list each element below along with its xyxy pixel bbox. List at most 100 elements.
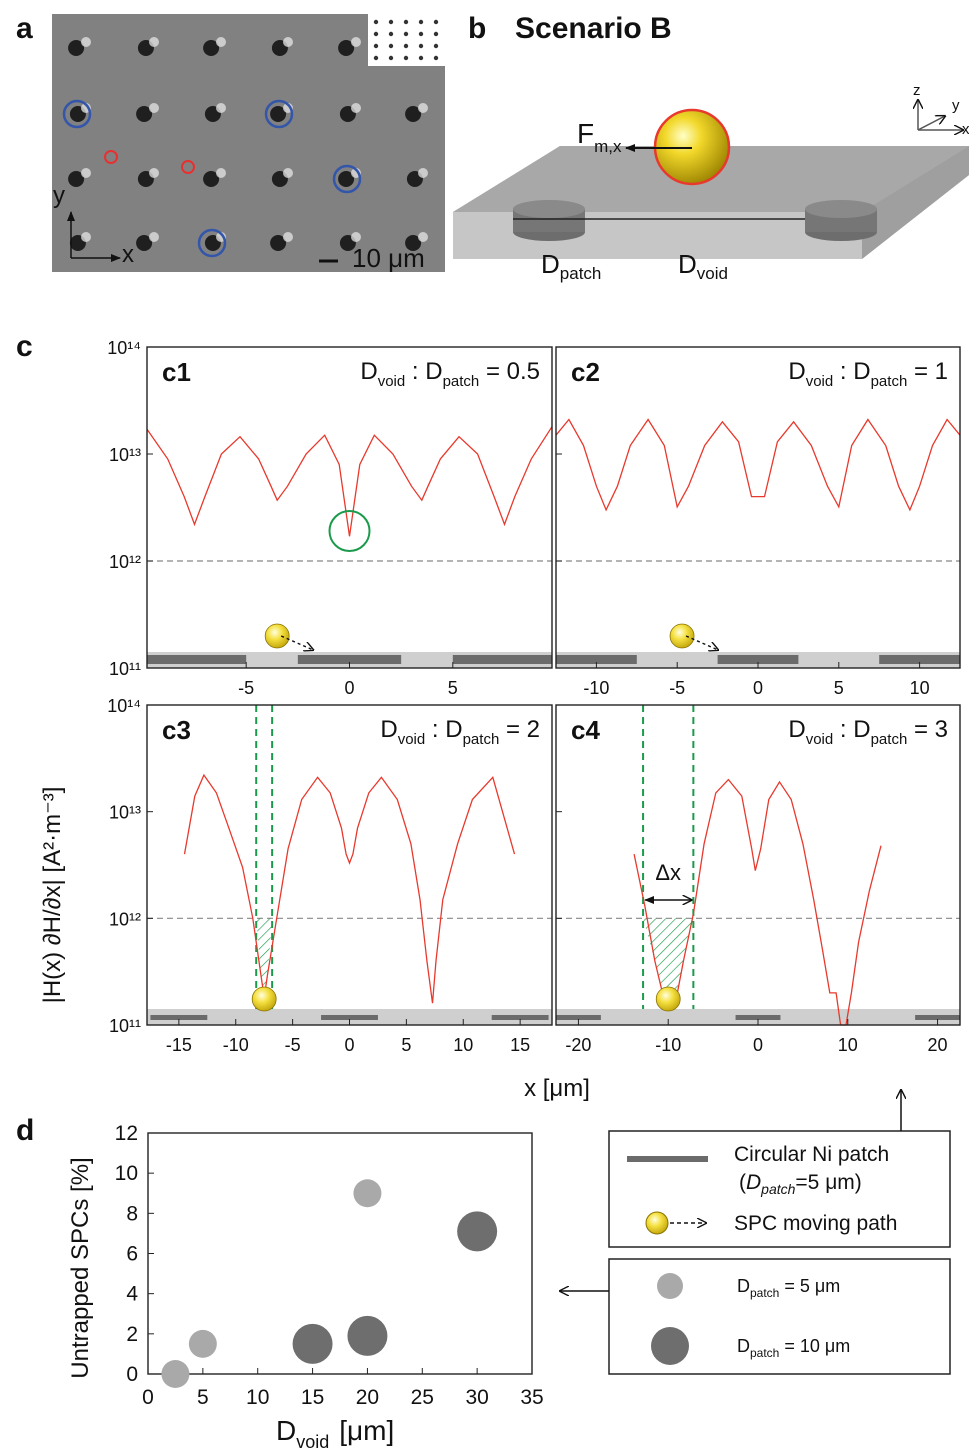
scatter-point [353, 1179, 382, 1208]
void-dot [136, 106, 153, 122]
void-dot [203, 40, 220, 56]
void-dot [270, 235, 287, 251]
x-tick-label: 0 [753, 1035, 763, 1055]
x-tick-label: 0 [142, 1386, 154, 1409]
coord-x: x [962, 121, 969, 138]
panel-d-scatter: 0 5 10 15 20 25 30 35 0 2 4 6 8 10 12 [115, 1122, 544, 1409]
ni-patch [150, 1015, 208, 1020]
subplot-label: c4 [571, 715, 600, 745]
panel-c-x-label: x [μm] [524, 1075, 590, 1102]
subplot-c2: -10 -5 0 5 10 c2 Dvoid : Dpatch = 1 [555, 346, 961, 698]
void-dot [338, 171, 355, 187]
ni-patch [915, 1015, 960, 1020]
minimum-highlight-circle [328, 510, 371, 552]
particle [81, 232, 91, 242]
y-tick-label: 10¹¹ [109, 1016, 141, 1036]
panel-a-x-label: x [122, 241, 134, 268]
scatter-point [188, 1329, 217, 1358]
void-dot [203, 171, 220, 187]
inset-dot [403, 31, 409, 37]
panel-label-c: c [16, 330, 33, 363]
x-tick-label: -10 [583, 678, 609, 698]
inset-dot [418, 19, 424, 25]
x-tick-label: -5 [238, 678, 254, 698]
y-tick-label: 10¹³ [109, 445, 141, 465]
inset-dot [433, 19, 439, 25]
y-tick-label: 2 [126, 1323, 138, 1346]
legend-spc-label: SPC moving path [734, 1212, 897, 1235]
inset-dot [388, 55, 394, 61]
subplot-label: c1 [162, 357, 191, 387]
d-void-label: Dvoid [678, 249, 728, 283]
x-tick-label: 20 [356, 1386, 379, 1409]
x-tick-label: -10 [223, 1035, 249, 1055]
field-gradient-curve [146, 426, 553, 537]
subplot-frame [555, 704, 961, 1026]
inset-dot [373, 43, 379, 49]
x-tick-label: 10 [910, 678, 930, 698]
inset-dot [403, 43, 409, 49]
coord-z: z [913, 82, 921, 99]
y-tick-label: 6 [126, 1243, 138, 1266]
legend-bottom: Dpatch = 5 μm Dpatch = 10 μm [608, 1258, 951, 1375]
void-dot [68, 171, 85, 187]
panel-b-title: Scenario B [515, 12, 672, 45]
inset-dot [388, 19, 394, 25]
subplot-frame [555, 346, 961, 669]
inset-dot-grid [368, 14, 445, 66]
inset-dot [433, 43, 439, 49]
x-tick-label: 30 [465, 1386, 488, 1409]
ratio-label: Dvoid : Dpatch = 2 [380, 716, 540, 748]
panel-d-y-label: Untrapped SPCs [%] [67, 1157, 94, 1378]
blue-marker-circle [332, 164, 362, 194]
scatter-point [292, 1323, 333, 1364]
void-dot [338, 40, 355, 56]
ni-patch [717, 655, 799, 664]
panel-label-a: a [16, 12, 33, 45]
scale-bar-label: 10 μm [352, 243, 425, 273]
particle [149, 37, 159, 47]
void-dot [68, 40, 85, 56]
inset-dot [403, 55, 409, 61]
panel-a-micrograph: y x 10 μm [52, 14, 445, 273]
delta-x-label: Δx [655, 860, 681, 885]
ratio-label: Dvoid : Dpatch = 0.5 [360, 358, 540, 390]
particle [283, 37, 293, 47]
hatch-region [256, 918, 273, 998]
particle [418, 103, 428, 113]
x-tick-label: 0 [344, 1035, 354, 1055]
legend-large-patch-label: Dpatch = 10 μm [737, 1336, 850, 1360]
y-tick-label: 4 [126, 1283, 138, 1306]
x-tick-label: 20 [928, 1035, 948, 1055]
y-tick-label: 10 [115, 1162, 138, 1185]
subplot-c4: Δx -20 -10 0 10 20 c4 Dvoid : Dpatch = 3 [555, 704, 961, 1055]
scatter-point [161, 1360, 190, 1388]
ratio-label: Dvoid : Dpatch = 3 [788, 716, 948, 748]
inset-dot [403, 19, 409, 25]
panel-c-subplots: -5 0 5 10¹⁴ 10¹³ 10¹² 10¹¹ c1 Dvoid : Dpatch = 0… [107, 338, 961, 1055]
subplot-label: c3 [162, 715, 191, 745]
x-tick-label: -10 [655, 1035, 681, 1055]
ni-patch [147, 655, 247, 664]
x-tick-label: 15 [510, 1035, 530, 1055]
void-dot [405, 235, 422, 251]
inset-dot [373, 31, 379, 37]
y-tick-label: 10¹¹ [109, 659, 141, 679]
ni-patch [452, 655, 552, 664]
ni-patch [879, 655, 960, 664]
inset-dot [418, 55, 424, 61]
particle [149, 168, 159, 178]
legend-small-patch-label: Dpatch = 5 μm [737, 1276, 840, 1300]
y-tick-label: 0 [126, 1363, 138, 1386]
inset-dot [388, 43, 394, 49]
particle [149, 103, 159, 113]
inset-dot [433, 31, 439, 37]
y-tick-label: 10¹⁴ [107, 338, 141, 358]
x-tick-label: 10 [453, 1035, 473, 1055]
field-gradient-curve [183, 773, 516, 1004]
particle [216, 168, 226, 178]
x-tick-label: 25 [411, 1386, 434, 1409]
ni-patch [735, 1015, 781, 1020]
spc-sphere [251, 986, 277, 1012]
y-tick-label: 10¹² [109, 909, 141, 929]
